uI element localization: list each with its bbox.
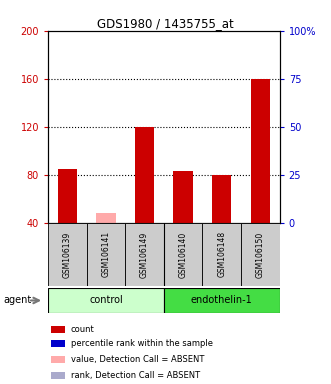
Bar xyxy=(51,340,65,347)
Text: GSM106150: GSM106150 xyxy=(256,231,265,278)
Text: agent: agent xyxy=(3,295,31,306)
Bar xyxy=(48,288,164,313)
Bar xyxy=(96,213,116,223)
Text: GSM106149: GSM106149 xyxy=(140,231,149,278)
Bar xyxy=(173,171,193,223)
Text: GSM106141: GSM106141 xyxy=(101,231,111,278)
Bar xyxy=(164,223,203,286)
Text: control: control xyxy=(89,295,123,306)
Bar xyxy=(251,79,270,223)
Bar xyxy=(51,372,65,379)
Text: GSM106140: GSM106140 xyxy=(179,231,188,278)
Text: GSM106148: GSM106148 xyxy=(217,231,226,278)
Bar xyxy=(87,223,125,286)
Bar xyxy=(212,175,231,223)
Bar xyxy=(135,127,154,223)
Bar xyxy=(51,356,65,363)
Text: count: count xyxy=(71,325,94,334)
Text: GDS1980 / 1435755_at: GDS1980 / 1435755_at xyxy=(97,17,234,30)
Text: rank, Detection Call = ABSENT: rank, Detection Call = ABSENT xyxy=(71,371,200,380)
Text: percentile rank within the sample: percentile rank within the sample xyxy=(71,339,213,348)
Bar xyxy=(125,223,164,286)
Text: GSM106139: GSM106139 xyxy=(63,231,72,278)
Text: endothelin-1: endothelin-1 xyxy=(191,295,253,306)
Text: value, Detection Call = ABSENT: value, Detection Call = ABSENT xyxy=(71,355,204,364)
Bar xyxy=(48,223,87,286)
Bar xyxy=(203,223,241,286)
Bar xyxy=(241,223,280,286)
Bar xyxy=(58,169,77,223)
Bar xyxy=(51,326,65,333)
Bar xyxy=(164,288,280,313)
